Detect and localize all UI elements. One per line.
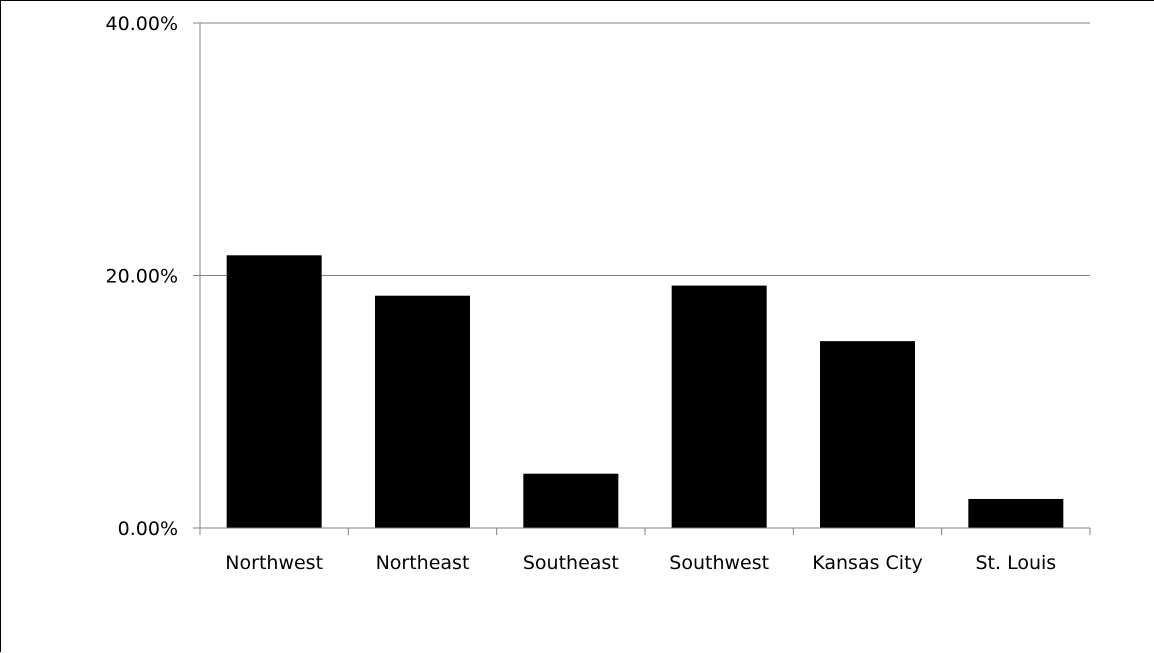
x-tick-label: Southwest <box>669 552 769 574</box>
bars <box>226 255 1064 529</box>
y-tick-label: 40.00% <box>106 13 178 35</box>
bar <box>375 295 470 528</box>
x-tick-label: Kansas City <box>812 552 923 574</box>
x-tick-labels: Northwest Northeast Southeast Southwest Kans… <box>225 552 1056 574</box>
y-tick-label: 0.00% <box>118 518 178 540</box>
axes <box>193 22 1091 535</box>
x-tick-label: Southeast <box>523 552 619 574</box>
gridlines <box>200 22 1090 276</box>
bar <box>671 285 767 528</box>
x-tick-label: Northwest <box>225 552 323 574</box>
x-tick-label: Northeast <box>376 552 470 574</box>
x-tick-label: St. Louis <box>975 552 1056 574</box>
bar <box>523 473 619 528</box>
y-tick-label: 20.00% <box>106 266 178 288</box>
bar <box>968 498 1064 528</box>
y-tick-labels: 0.00% 20.00% 40.00% <box>106 13 178 540</box>
bar <box>820 341 915 528</box>
bar <box>226 255 322 529</box>
